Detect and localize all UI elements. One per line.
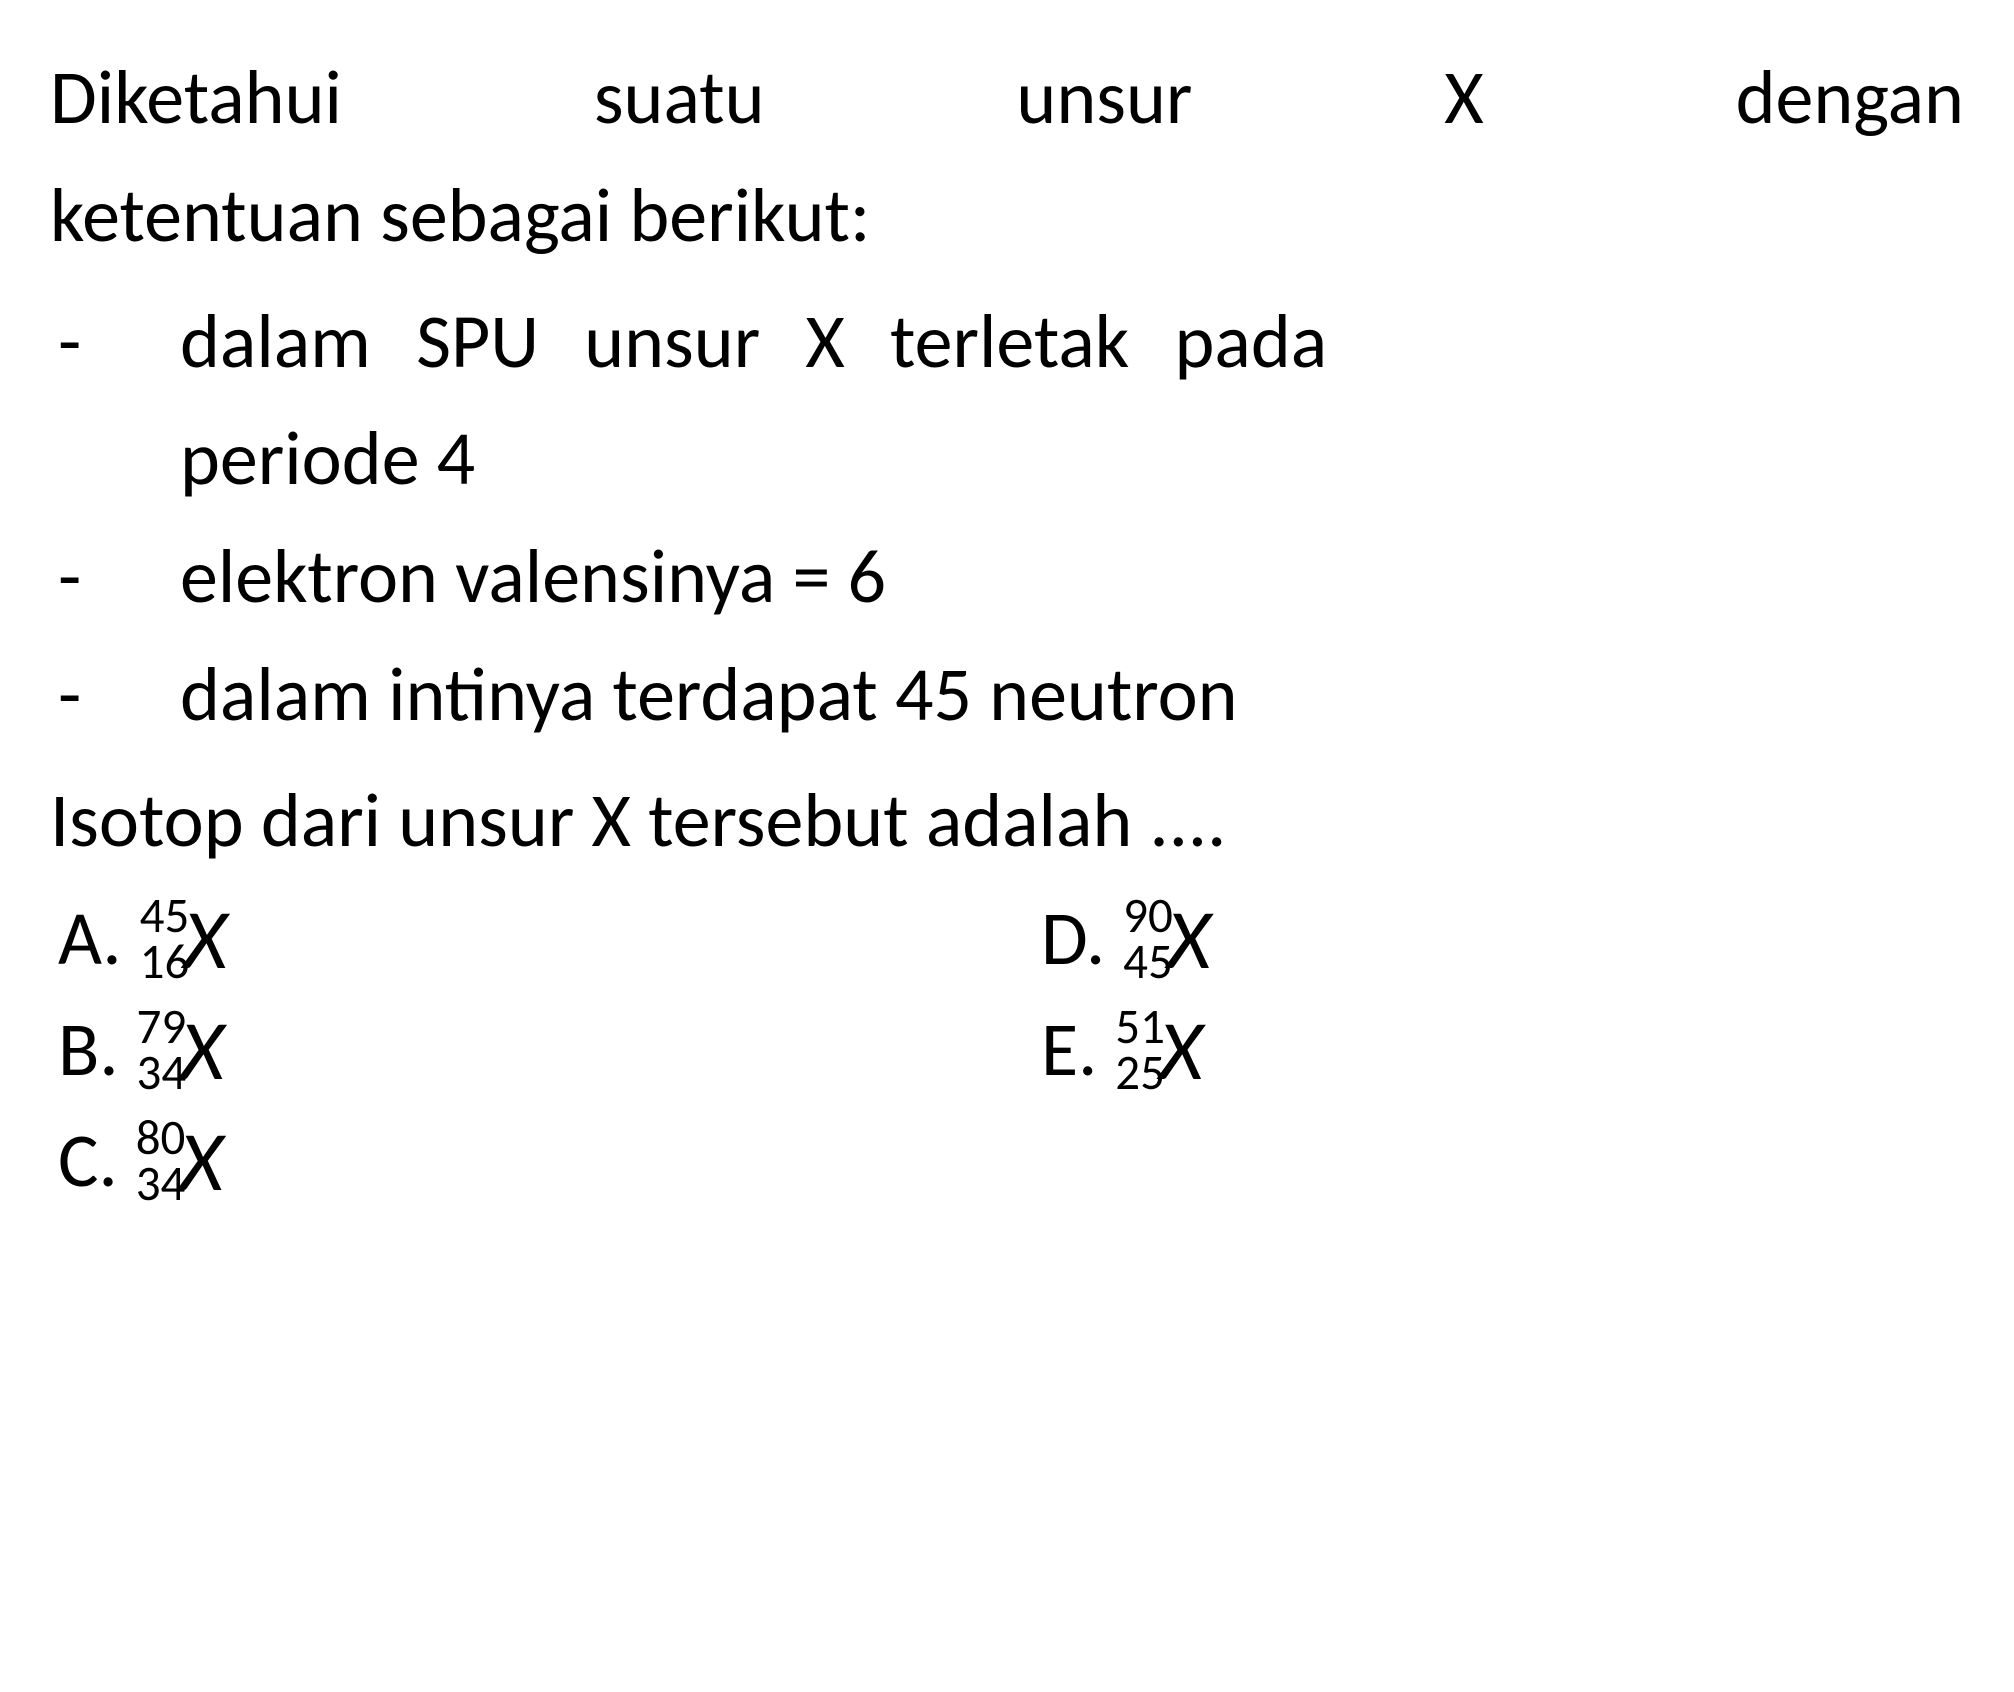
bullet-item: - dalam SPU unsur X terletak pada period… [50,284,1964,520]
element-symbol: X [180,1008,224,1093]
bullet-text: dalam SPU unsur X terletak pada periode … [180,284,1964,520]
option-letter: D. [1041,893,1105,985]
bullet-list: - dalam SPU unsur X terletak pada period… [50,284,1964,755]
bullet-item: - elektron valensinya = 6 [50,519,1964,637]
option-b: B. 79 34 X [58,1004,981,1097]
option-e: E. 51 25 X [1041,1004,1964,1097]
option-letter: C. [58,1115,118,1207]
isotope-numbers: 79 34 [137,1004,187,1097]
element-symbol: X [183,897,227,982]
option-d: D. 90 45 X [1041,893,1964,986]
atomic-number: 34 [136,1161,186,1208]
element-symbol: X [179,1119,223,1204]
stem-word: suatu [594,40,765,158]
options-container: A. 45 16 X D. 90 45 X B. 79 34 X [50,893,1964,1208]
bullet-item: - dalam intinya terdapat 45 neutron [50,637,1964,755]
isotope-notation: 90 45 X [1123,893,1211,986]
option-c: C. 80 34 X [58,1115,981,1208]
option-letter: E. [1041,1004,1097,1096]
bullet-marker: - [50,637,180,755]
stem-word: X [1444,40,1483,158]
bullet-marker: - [50,284,180,520]
bullet-line: dalam intinya terdapat 45 neutron [180,637,1964,755]
isotope-numbers: 45 16 [140,893,190,986]
element-symbol: X [1159,1008,1203,1093]
bullet-line: dalam SPU unsur X terletak pada [180,284,1964,402]
bullet-text: elektron valensinya = 6 [180,519,1964,637]
atomic-number: 34 [137,1050,187,1097]
atomic-number: 25 [1115,1050,1165,1097]
stem-line-1: Diketahui suatu unsur X dengan [50,40,1964,158]
bullet-marker: - [50,519,180,637]
stem-line-2: ketentuan sebagai berikut: [50,158,1964,276]
stem-word: Diketahui [50,40,342,158]
isotope-notation: 45 16 X [140,893,228,986]
isotope-notation: 51 25 X [1115,1004,1203,1097]
element-symbol: X [1167,897,1211,982]
question-stem: Diketahui suatu unsur X dengan ketentuan… [50,40,1964,276]
option-a: A. 45 16 X [58,893,981,986]
isotope-notation: 79 34 X [137,1004,225,1097]
atomic-number: 16 [140,939,190,986]
isotope-notation: 80 34 X [136,1115,224,1208]
option-letter: A. [58,893,122,985]
option-letter: B. [58,1004,119,1096]
bullet-text: dalam intinya terdapat 45 neutron [180,637,1964,755]
isotope-numbers: 90 45 [1123,893,1173,986]
bullet-line: periode 4 [180,401,1964,519]
isotope-numbers: 80 34 [136,1115,186,1208]
atomic-number: 45 [1123,939,1173,986]
bullet-line: elektron valensinya = 6 [180,519,1964,637]
isotope-numbers: 51 25 [1115,1004,1165,1097]
isotop-question: Isotop dari unsur X tersebut adalah .... [50,763,1964,881]
stem-word: dengan [1736,40,1964,158]
stem-word: unsur [1016,40,1192,158]
